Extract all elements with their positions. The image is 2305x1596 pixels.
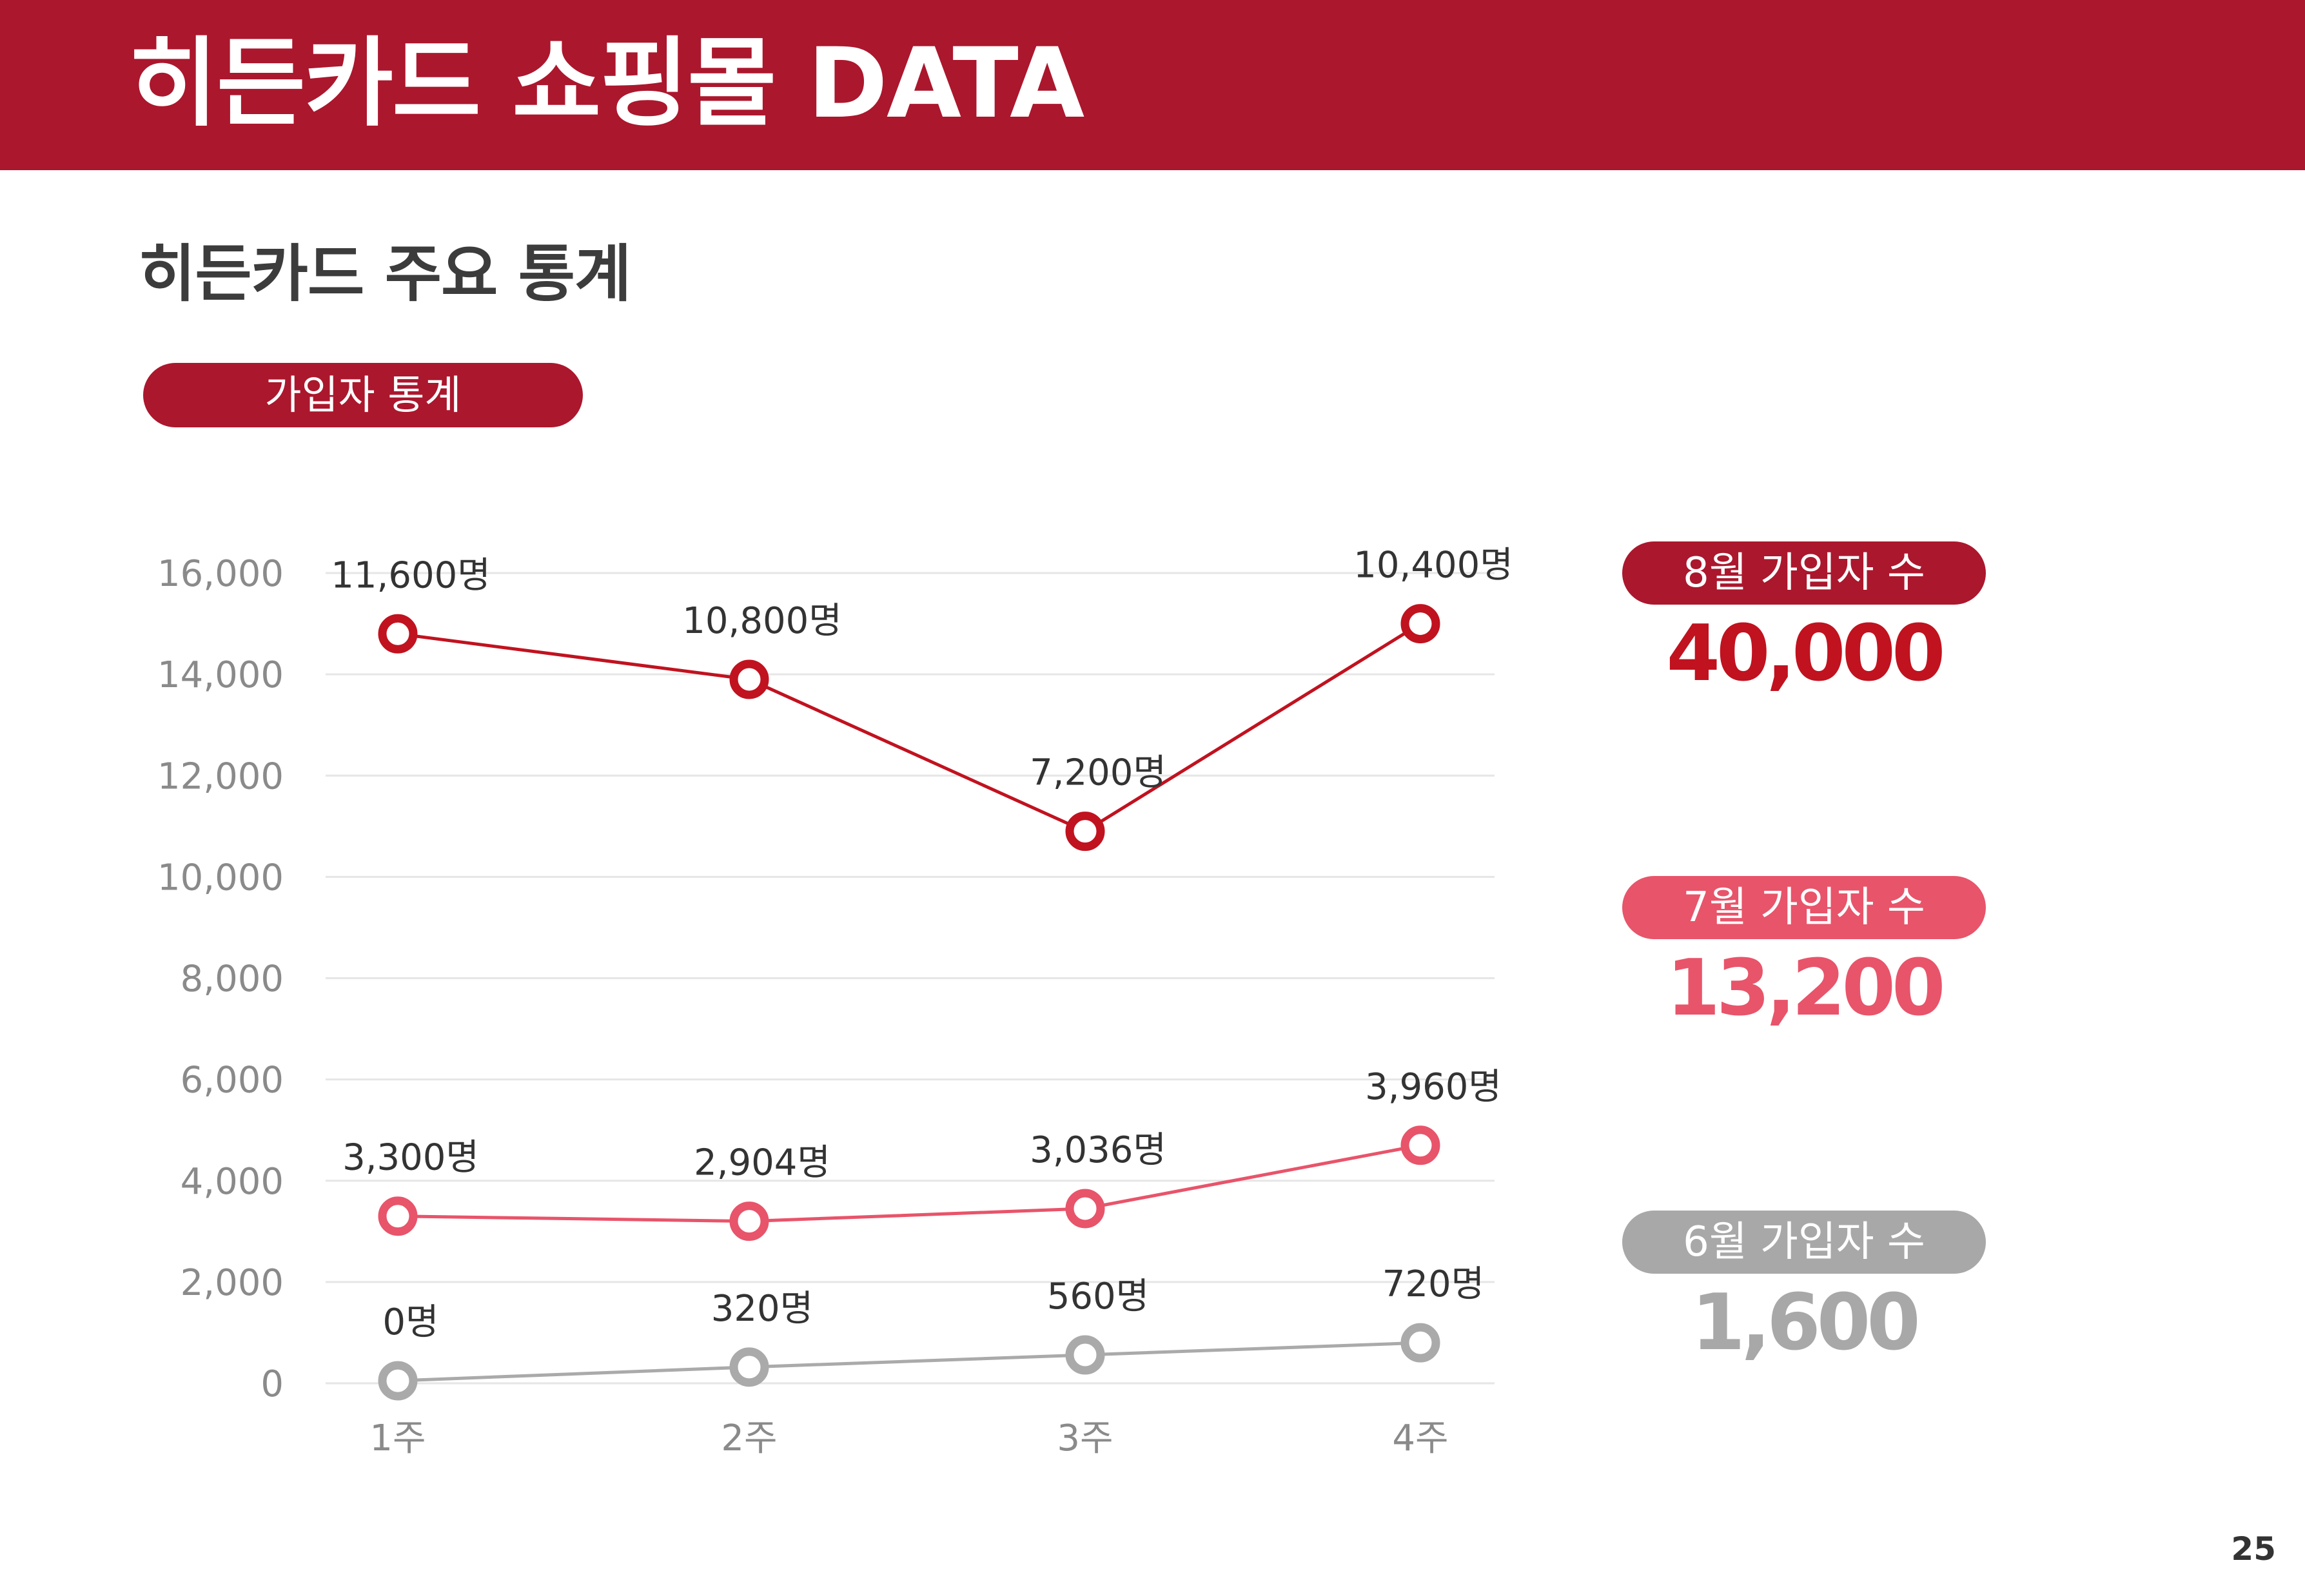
- series-line: [397, 1341, 1421, 1383]
- y-tick-label: 0: [260, 1363, 284, 1405]
- data-label: 3,036명: [1030, 1129, 1166, 1171]
- y-tick-label: 4,000: [181, 1161, 284, 1203]
- data-point: [729, 1347, 769, 1387]
- x-tick-label: 1주: [369, 1417, 426, 1459]
- august-stat-value: 40,000: [1666, 609, 1945, 699]
- y-tick-label: 10,000: [157, 857, 284, 899]
- data-label: 3,300명: [342, 1137, 479, 1179]
- data-point: [1400, 604, 1440, 644]
- series-line: [397, 622, 1422, 833]
- page-title: 히든카드 쇼핑몰 DATA: [129, 28, 1084, 140]
- x-tick-label: 3주: [1057, 1417, 1113, 1459]
- series-line: [397, 1143, 1421, 1223]
- data-point: [1065, 812, 1105, 852]
- data-point: [378, 614, 418, 654]
- data-point: [1400, 1125, 1440, 1165]
- data-label: 0명: [382, 1301, 438, 1343]
- data-point: [378, 1361, 418, 1401]
- june-stat-value: 1,600: [1691, 1278, 1921, 1368]
- page-number: 25: [2231, 1530, 2276, 1568]
- y-tick-label: 8,000: [181, 959, 284, 1000]
- june-stat-label: 6월 가입자 수: [1622, 1211, 1986, 1274]
- x-tick-label: 4주: [1392, 1417, 1448, 1459]
- y-tick-label: 6,000: [181, 1060, 284, 1102]
- data-label: 720명: [1382, 1263, 1484, 1305]
- chart-grid: [326, 572, 1495, 1385]
- data-label: 560명: [1047, 1276, 1149, 1318]
- y-tick-label: 16,000: [157, 553, 284, 595]
- chart-data-labels: 11,600명 10,800명 7,200명 10,400명 3,300명 2,904명 3…: [331, 545, 1513, 1344]
- data-label: 11,600명: [331, 554, 490, 596]
- chart-axes: 0 2,000 4,000 6,000 8,000 10,000 12,000 14,000 1…: [157, 553, 1449, 1459]
- data-label: 3,960명: [1365, 1066, 1502, 1108]
- data-point: [729, 659, 769, 699]
- july-stat-value: 13,200: [1666, 944, 1945, 1033]
- data-label: 320명: [711, 1288, 813, 1330]
- data-point: [378, 1196, 418, 1236]
- x-tick-label: 2주: [721, 1417, 777, 1459]
- chart-series: [378, 604, 1440, 1401]
- data-point: [1400, 1323, 1440, 1363]
- y-tick-label: 12,000: [157, 755, 284, 797]
- data-label: 10,800명: [682, 600, 841, 642]
- data-label: 7,200명: [1030, 752, 1166, 794]
- data-label: 10,400명: [1353, 545, 1513, 587]
- data-point: [729, 1202, 769, 1241]
- section-title: 히든카드 주요 통계: [139, 238, 631, 310]
- data-point: [1065, 1189, 1105, 1229]
- header-band: 히든카드 쇼핑몰 DATA: [0, 0, 2305, 170]
- y-tick-label: 2,000: [181, 1262, 284, 1304]
- july-stat-label: 7월 가입자 수: [1622, 876, 1986, 939]
- subscriber-stats-pill: 가입자 통계: [143, 363, 583, 427]
- august-stat-label: 8월 가입자 수: [1622, 541, 1986, 605]
- data-point: [1065, 1335, 1105, 1375]
- y-tick-label: 14,000: [157, 654, 284, 696]
- data-label: 2,904명: [694, 1142, 830, 1184]
